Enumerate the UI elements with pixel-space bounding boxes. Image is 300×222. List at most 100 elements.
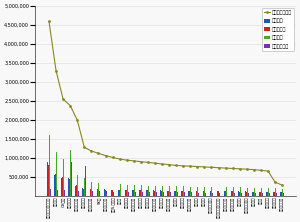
브랜드평판지수 xyxy=(61,98,65,100)
브랜드평판지수 xyxy=(174,164,178,167)
Bar xyxy=(252,192,253,196)
Bar xyxy=(169,186,170,196)
Bar xyxy=(149,192,150,196)
브랜드평판지수 xyxy=(82,146,86,149)
Bar xyxy=(225,191,226,196)
Bar xyxy=(63,159,64,196)
Bar xyxy=(204,187,205,196)
브랜드평판지수 xyxy=(160,163,164,165)
Bar xyxy=(118,190,119,196)
Bar xyxy=(182,191,183,196)
Bar xyxy=(161,191,162,196)
Bar xyxy=(156,192,157,196)
Bar xyxy=(218,191,219,196)
Bar xyxy=(246,192,247,196)
Bar xyxy=(283,194,284,196)
Bar xyxy=(167,190,168,196)
브랜드평판지수 xyxy=(259,169,263,172)
Bar xyxy=(203,191,204,196)
Bar xyxy=(245,191,246,196)
Bar xyxy=(106,191,107,196)
Bar xyxy=(134,185,135,196)
Bar xyxy=(99,191,100,196)
Bar xyxy=(49,135,50,196)
Bar xyxy=(205,192,206,196)
Bar xyxy=(177,192,178,196)
Bar xyxy=(121,192,122,196)
브랜드평판지수 xyxy=(167,163,171,166)
Bar xyxy=(234,193,235,196)
Bar xyxy=(97,189,98,196)
브랜드평판지수 xyxy=(210,166,213,169)
Bar xyxy=(113,192,114,196)
Bar xyxy=(170,192,171,196)
브랜드평판지수 xyxy=(75,119,79,121)
브랜드평판지수 xyxy=(146,161,150,164)
브랜드평판지수 xyxy=(196,165,199,168)
Bar xyxy=(233,187,234,196)
Bar xyxy=(146,190,147,196)
브랜드평판지수 xyxy=(238,168,242,170)
Bar xyxy=(148,186,149,196)
Bar xyxy=(57,190,58,196)
브랜드평판지수 xyxy=(252,168,256,171)
브랜드평판지수 xyxy=(188,165,192,168)
Bar xyxy=(238,191,239,196)
Bar xyxy=(160,190,161,196)
Bar xyxy=(190,186,191,196)
Bar xyxy=(254,188,255,196)
Bar xyxy=(83,188,84,196)
브랜드평판지수 xyxy=(111,156,114,159)
Bar xyxy=(273,192,274,196)
Bar xyxy=(255,193,256,196)
Bar xyxy=(239,192,240,196)
Bar xyxy=(196,191,197,196)
Bar xyxy=(68,178,69,196)
Bar xyxy=(154,190,155,196)
브랜드평판지수 xyxy=(202,166,206,168)
브랜드평판지수 xyxy=(280,184,284,186)
Bar xyxy=(275,188,276,196)
Bar xyxy=(212,193,213,196)
Bar xyxy=(127,185,128,196)
브랜드평판지수 xyxy=(125,159,128,161)
Bar xyxy=(62,177,63,196)
Bar xyxy=(64,190,65,196)
Bar xyxy=(183,186,184,196)
Bar xyxy=(140,190,141,196)
브랜드평판지수 xyxy=(273,181,277,183)
Bar xyxy=(135,192,136,196)
Bar xyxy=(267,192,268,196)
Bar xyxy=(139,190,140,196)
Bar xyxy=(189,191,190,196)
Bar xyxy=(120,184,121,196)
Bar xyxy=(282,188,283,196)
Bar xyxy=(111,190,112,196)
Bar xyxy=(210,191,211,196)
Bar xyxy=(70,150,71,196)
Bar xyxy=(55,174,56,196)
브랜드평판지수 xyxy=(47,20,51,23)
Bar xyxy=(266,192,267,196)
Bar xyxy=(260,192,261,196)
Bar xyxy=(153,190,154,196)
Bar xyxy=(47,162,48,196)
Bar xyxy=(188,191,189,196)
Bar xyxy=(77,175,78,196)
Bar xyxy=(155,186,156,196)
Bar xyxy=(280,192,281,196)
Bar xyxy=(276,193,277,196)
브랜드평판지수 xyxy=(90,150,93,152)
Bar xyxy=(119,190,120,196)
Bar xyxy=(162,186,163,196)
Bar xyxy=(240,188,241,196)
Bar xyxy=(175,191,176,196)
Bar xyxy=(231,191,232,196)
Bar xyxy=(174,191,175,196)
브랜드평판지수 xyxy=(224,167,227,169)
Bar xyxy=(191,192,192,196)
Bar xyxy=(133,190,134,196)
브랜드평판지수 xyxy=(54,69,58,72)
Bar xyxy=(202,191,203,196)
브랜드평판지수 xyxy=(182,165,185,167)
